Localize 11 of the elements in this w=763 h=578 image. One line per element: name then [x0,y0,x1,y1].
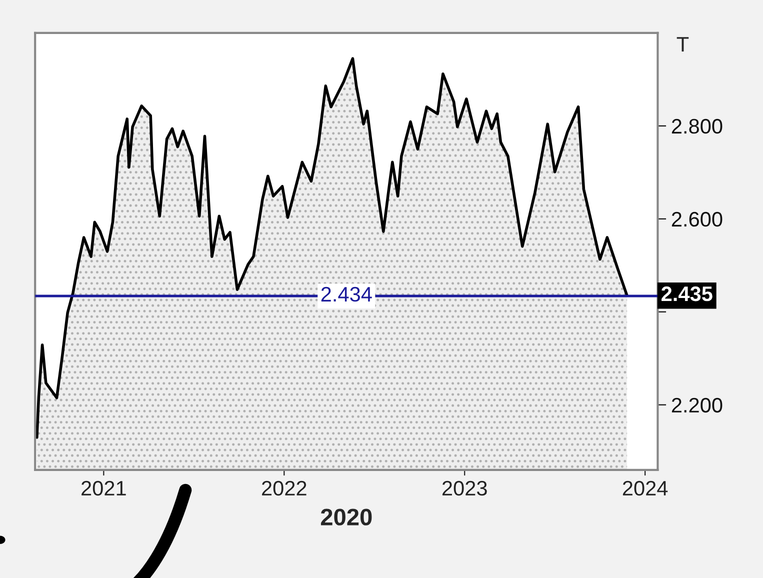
y-axis-title: T [676,37,689,52]
ref-line-label: 2.434 [321,286,372,302]
x-axis-title: 2020 [320,508,372,526]
x-tick-label: 2021 [82,480,126,496]
y-tick-label: 2.800 [672,118,722,134]
x-tick-label: 2024 [622,480,668,496]
x-tick-label: 2022 [262,480,306,496]
text: 2.435 [662,286,712,302]
x-tick-label: 2023 [442,480,487,496]
y-tick-label: 2.200 [672,398,722,413]
y-tick-label: 2.600 [672,212,722,227]
